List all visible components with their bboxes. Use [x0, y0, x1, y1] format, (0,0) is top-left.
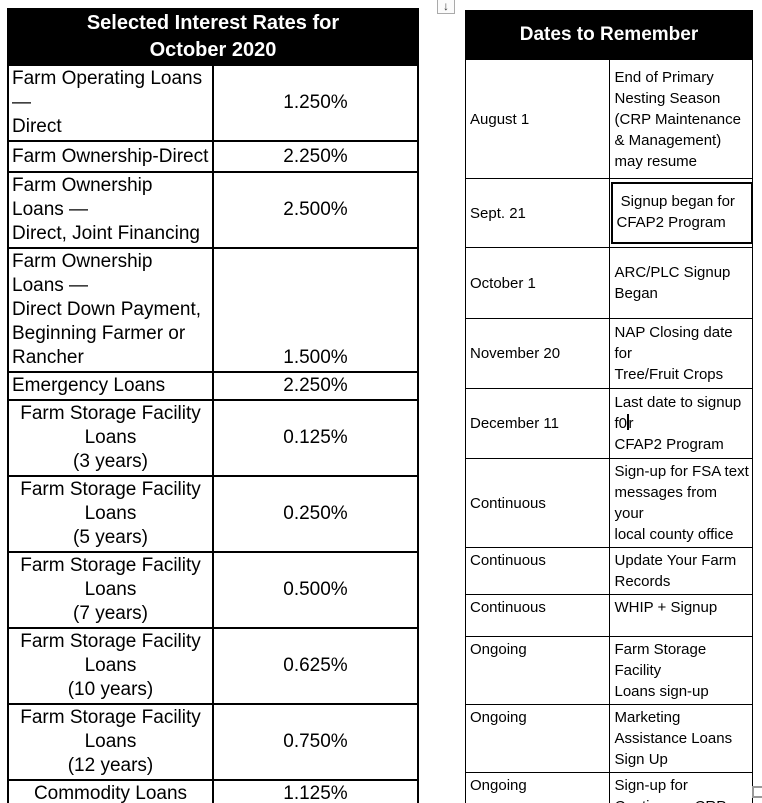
- date-cell[interactable]: December 11: [465, 388, 610, 459]
- date-cell[interactable]: Ongoing: [465, 704, 610, 773]
- rate-value-cell[interactable]: 2.250%: [212, 371, 419, 401]
- table-anchor-down-arrow-icon[interactable]: ↓: [437, 0, 455, 14]
- table-row: Farm Storage Facility Loans (12 years) 0…: [7, 703, 419, 781]
- interest-rates-title[interactable]: Selected Interest Rates for October 2020: [7, 8, 419, 66]
- rate-value-cell[interactable]: 1.250%: [212, 64, 419, 142]
- loan-name-cell[interactable]: Farm Storage Facility Loans (10 years): [7, 627, 214, 705]
- table-row: Ongoing Farm Storage Facility Loans sign…: [465, 636, 753, 705]
- dates-table: Dates to Remember August 1 End of Primar…: [465, 10, 753, 803]
- loan-name-cell[interactable]: Farm Operating Loans — Direct: [7, 64, 214, 142]
- table-row: Continuous Sign-up for FSA text messages…: [465, 458, 753, 548]
- rate-value-cell[interactable]: 0.500%: [212, 551, 419, 629]
- table-row: Ongoing Sign-up for Continuous CRP: [465, 772, 753, 803]
- rate-value-cell[interactable]: 0.750%: [212, 703, 419, 781]
- table-row: December 11 Last date to signup f0 r CFAP…: [465, 388, 753, 459]
- event-cell[interactable]: Marketing Assistance Loans Sign Up: [608, 704, 753, 773]
- event-cell[interactable]: ARC/PLC Signup Began: [608, 247, 753, 319]
- rate-value-cell[interactable]: 0.125%: [212, 399, 419, 477]
- rate-value-cell[interactable]: 0.625%: [212, 627, 419, 705]
- rate-value-cell[interactable]: 2.500%: [212, 171, 419, 249]
- table-row: October 1 ARC/PLC Signup Began: [465, 247, 753, 319]
- table-row: Emergency Loans 2.250%: [7, 371, 419, 401]
- loan-name-cell[interactable]: Commodity Loans: [7, 779, 214, 803]
- loan-name-cell[interactable]: Farm Storage Facility Loans (7 years): [7, 551, 214, 629]
- table-row: Farm Storage Facility Loans (3 years) 0.…: [7, 399, 419, 477]
- loan-name-cell[interactable]: Emergency Loans: [7, 371, 214, 401]
- event-cell[interactable]: Farm Storage Facility Loans sign-up: [608, 636, 753, 705]
- loan-name-cell[interactable]: Farm Ownership Loans — Direct, Joint Fin…: [7, 171, 214, 249]
- table-row: Farm Ownership Loans — Direct Down Payme…: [7, 247, 419, 373]
- table-row: Farm Storage Facility Loans (10 years) 0…: [7, 627, 419, 705]
- loan-name-cell[interactable]: Farm Ownership-Direct: [7, 140, 214, 173]
- date-cell[interactable]: October 1: [465, 247, 610, 319]
- event-text: r CFAP2 Program: [614, 415, 724, 453]
- table-row: Farm Ownership Loans — Direct, Joint Fin…: [7, 171, 419, 249]
- loan-name-cell[interactable]: Farm Ownership Loans — Direct Down Payme…: [7, 247, 214, 373]
- loan-name-cell[interactable]: Farm Storage Facility Loans (3 years): [7, 399, 214, 477]
- date-cell[interactable]: Ongoing: [465, 772, 610, 803]
- table-row: Farm Operating Loans — Direct 1.250%: [7, 64, 419, 142]
- loan-name-cell[interactable]: Farm Storage Facility Loans (12 years): [7, 703, 214, 781]
- event-cell[interactable]: Sign-up for Continuous CRP: [608, 772, 753, 803]
- nested-text-box[interactable]: Signup began for CFAP2 Program: [610, 181, 752, 244]
- table-row: Continuous Update Your Farm Records: [465, 547, 753, 595]
- loan-name-cell[interactable]: Farm Storage Facility Loans (5 years): [7, 475, 214, 553]
- rate-value-cell[interactable]: 1.125%: [212, 779, 419, 803]
- table-row: Farm Storage Facility Loans (5 years) 0.…: [7, 475, 419, 553]
- table-header-row: Selected Interest Rates for October 2020: [7, 8, 419, 66]
- table-row: Continuous WHIP + Signup: [465, 594, 753, 637]
- table-header-row: Dates to Remember: [465, 10, 753, 60]
- date-cell[interactable]: Continuous: [465, 547, 610, 595]
- date-cell[interactable]: Ongoing: [465, 636, 610, 705]
- event-cell[interactable]: WHIP + Signup: [608, 594, 753, 637]
- rate-value-cell[interactable]: 1.500%: [212, 247, 419, 373]
- table-resize-handle[interactable]: [752, 786, 762, 798]
- table-row: November 20 NAP Closing date for Tree/Fr…: [465, 318, 753, 389]
- event-cell[interactable]: Sign-up for FSA text messages from your …: [608, 458, 753, 548]
- event-cell[interactable]: Update Your Farm Records: [608, 547, 753, 595]
- table-row: Ongoing Marketing Assistance Loans Sign …: [465, 704, 753, 773]
- interest-rates-table: Selected Interest Rates for October 2020…: [7, 8, 419, 803]
- rate-value-cell[interactable]: 2.250%: [212, 140, 419, 173]
- event-cell[interactable]: End of Primary Nesting Season (CRP Maint…: [608, 59, 753, 179]
- event-cell[interactable]: NAP Closing date for Tree/Fruit Crops: [608, 318, 753, 389]
- date-cell[interactable]: August 1: [465, 59, 610, 179]
- text-cursor: [627, 414, 629, 430]
- table-row: August 1 End of Primary Nesting Season (…: [465, 59, 753, 179]
- table-row: Farm Storage Facility Loans (7 years) 0.…: [7, 551, 419, 629]
- rate-value-cell[interactable]: 0.250%: [212, 475, 419, 553]
- date-cell[interactable]: Continuous: [465, 594, 610, 637]
- event-cell[interactable]: Signup began for CFAP2 Program: [608, 178, 753, 248]
- date-cell[interactable]: November 20: [465, 318, 610, 389]
- table-row: Sept. 21 Signup began for CFAP2 Program: [465, 178, 753, 248]
- table-row: Farm Ownership-Direct 2.250%: [7, 140, 419, 173]
- event-text: Last date to signup f0: [614, 394, 746, 432]
- date-cell[interactable]: Continuous: [465, 458, 610, 548]
- date-cell[interactable]: Sept. 21: [465, 178, 610, 248]
- dates-title[interactable]: Dates to Remember: [465, 10, 753, 60]
- event-cell[interactable]: Last date to signup f0 r CFAP2 Program: [608, 388, 753, 459]
- table-row: Commodity Loans 1.125%: [7, 779, 419, 803]
